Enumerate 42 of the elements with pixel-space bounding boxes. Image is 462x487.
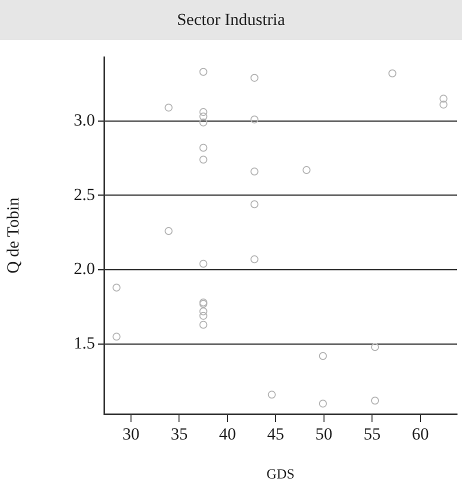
x-tick-label: 50 — [315, 424, 332, 444]
point — [199, 307, 208, 316]
point — [250, 168, 258, 176]
y-tick-label: 2.5 — [74, 184, 95, 204]
x-tick-label: 60 — [412, 424, 429, 444]
x-axis-title: GDS — [266, 467, 295, 482]
point — [199, 118, 208, 126]
y-tick-label: 3.0 — [74, 110, 95, 130]
y-tick-label: 1.5 — [74, 334, 95, 353]
chart-title: Sector Industria — [0, 0, 462, 40]
point — [199, 108, 208, 116]
point — [199, 260, 208, 268]
point — [268, 390, 276, 399]
point — [371, 343, 380, 352]
point — [440, 100, 448, 109]
point — [440, 94, 448, 103]
y-axis-title: Q de Tobin — [4, 197, 23, 274]
y-tick-label: 2.0 — [74, 259, 95, 278]
x-tick-label: 40 — [218, 424, 236, 444]
x-tick-label: 45 — [267, 424, 284, 444]
point — [199, 144, 208, 152]
point — [164, 227, 173, 236]
point — [199, 112, 208, 120]
point — [112, 332, 121, 341]
point — [199, 312, 208, 320]
point — [371, 396, 380, 405]
point — [250, 74, 258, 82]
point — [164, 104, 173, 112]
point — [302, 166, 311, 174]
point — [318, 352, 327, 360]
point — [388, 69, 396, 78]
point — [199, 156, 208, 164]
point — [250, 115, 258, 124]
point — [318, 400, 327, 408]
x-tick-label: 30 — [122, 424, 140, 444]
point — [199, 68, 208, 76]
point — [250, 200, 258, 208]
point — [199, 320, 208, 329]
point — [250, 255, 258, 264]
x-tick-label: 55 — [364, 424, 381, 444]
point — [112, 284, 121, 292]
x-tick-label: 35 — [170, 424, 188, 444]
